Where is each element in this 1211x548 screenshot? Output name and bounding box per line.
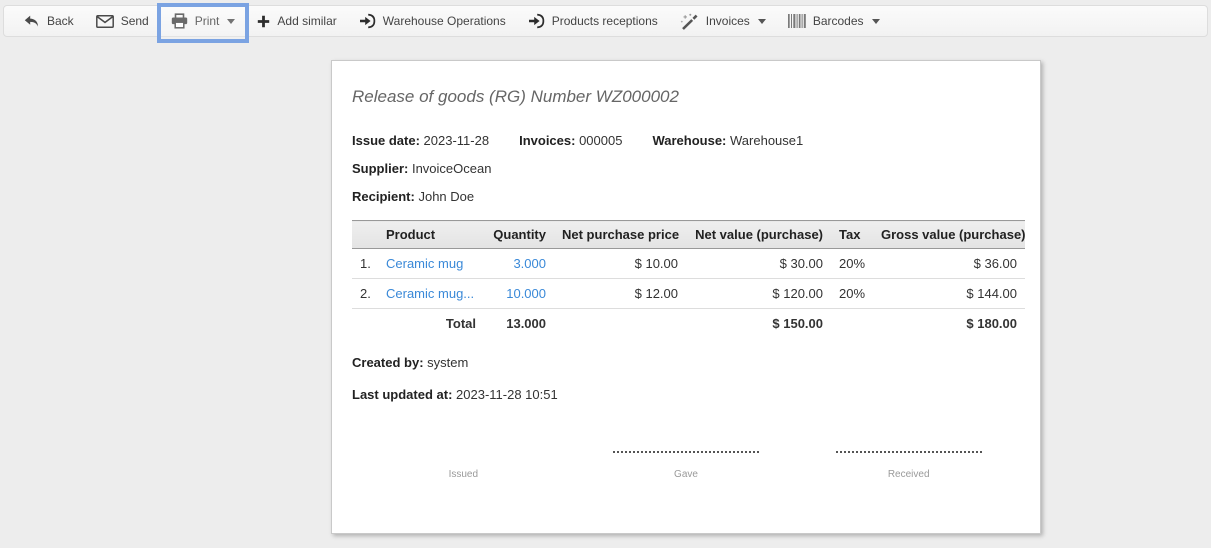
barcodes-dropdown-button[interactable]: Barcodes — [777, 6, 891, 36]
signatures-section: Issued Gave Received — [352, 451, 1020, 480]
sign-in-arrow-icon — [359, 13, 376, 29]
products-receptions-label: Products receptions — [551, 14, 658, 28]
sign-in-arrow-icon — [528, 13, 545, 29]
table-row: 1. Ceramic mug 3.000 $ 10.00 $ 30.00 20%… — [352, 248, 1025, 279]
tax-cell: 20% — [831, 248, 873, 279]
send-label: Send — [120, 14, 149, 28]
quantity-link[interactable]: 3.000 — [513, 256, 546, 271]
issue-date: Issue date: 2023-11-28 — [352, 133, 490, 148]
column-header-net-price: Net purchase price — [554, 220, 686, 249]
chevron-down-icon — [757, 18, 766, 24]
total-label: Total — [378, 308, 484, 338]
printer-icon — [171, 13, 188, 29]
chevron-down-icon — [227, 18, 236, 24]
supplier: Supplier: InvoiceOcean — [352, 161, 492, 176]
envelope-icon — [95, 14, 114, 28]
column-header-gross-value: Gross value (purchase) — [873, 220, 1025, 249]
plus-icon — [257, 15, 270, 28]
invoices-label: Invoices — [705, 14, 750, 28]
meta-line-2: Supplier: InvoiceOcean — [352, 161, 1020, 176]
column-header-tax: Tax — [831, 220, 873, 249]
barcodes-label: Barcodes — [812, 14, 864, 28]
table-row: 2. Ceramic mug... 10.000 $ 12.00 $ 120.0… — [352, 278, 1025, 309]
reply-arrow-icon — [23, 14, 40, 29]
column-header-index — [352, 220, 378, 249]
document-title: Release of goods (RG) Number WZ000002 — [352, 87, 679, 106]
total-quantity: 13.000 — [484, 308, 554, 338]
back-button[interactable]: Back — [12, 6, 85, 36]
items-table: Product Quantity Net purchase price Net … — [352, 220, 1025, 338]
quantity-link[interactable]: 10.000 — [506, 286, 546, 301]
net-price-cell: $ 12.00 — [554, 278, 686, 309]
meta-line-1: Issue date: 2023-11-28 Invoices: 000005 … — [352, 133, 1020, 148]
row-index: 2. — [352, 278, 378, 309]
add-similar-label: Add similar — [277, 14, 337, 28]
column-header-net-value: Net value (purchase) — [686, 220, 831, 249]
last-updated: Last updated at: 2023-11-28 10:51 — [352, 387, 558, 402]
document-card: Release of goods (RG) Number WZ000002 Is… — [331, 60, 1041, 534]
signature-line — [835, 451, 982, 453]
add-similar-button[interactable]: Add similar — [246, 6, 347, 36]
net-price-cell: $ 10.00 — [554, 248, 686, 279]
signature-line — [613, 451, 759, 453]
meta-line-3: Recipient: John Doe — [352, 189, 1020, 204]
warehouse-operations-label: Warehouse Operations — [382, 14, 506, 28]
tax-cell: 20% — [831, 278, 873, 309]
gross-value-cell: $ 36.00 — [873, 248, 1025, 279]
invoices-ref: Invoices: 000005 — [519, 133, 623, 148]
row-index: 1. — [352, 248, 378, 279]
net-value-cell: $ 120.00 — [686, 278, 831, 309]
net-value-cell: $ 30.00 — [686, 248, 831, 279]
warehouse-operations-button[interactable]: Warehouse Operations — [348, 6, 517, 36]
signature-received: Received — [797, 451, 1020, 480]
column-header-quantity: Quantity — [484, 220, 554, 249]
toolbar: Back Send Print Add similar Warehouse Op… — [3, 3, 1208, 43]
magic-wand-icon — [680, 13, 699, 30]
total-gross-value: $ 180.00 — [873, 308, 1025, 338]
gross-value-cell: $ 144.00 — [873, 278, 1025, 309]
warehouse-ref: Warehouse: Warehouse1 — [652, 133, 804, 148]
send-button[interactable]: Send — [85, 6, 160, 36]
products-receptions-button[interactable]: Products receptions — [517, 6, 669, 36]
print-button[interactable]: Print — [156, 3, 250, 43]
column-header-product: Product — [378, 220, 484, 249]
barcode-icon — [787, 14, 806, 28]
table-header-row: Product Quantity Net purchase price Net … — [352, 220, 1025, 249]
chevron-down-icon — [871, 18, 880, 24]
table-total-row: Total 13.000 $ 150.00 $ 180.00 — [352, 308, 1025, 338]
invoices-dropdown-button[interactable]: Invoices — [669, 6, 777, 36]
product-link[interactable]: Ceramic mug... — [386, 286, 475, 301]
signature-gave: Gave — [575, 451, 798, 480]
print-label: Print — [194, 14, 220, 28]
product-link[interactable]: Ceramic mug — [386, 256, 464, 271]
signature-issued: Issued — [448, 469, 479, 480]
total-net-value: $ 150.00 — [686, 308, 831, 338]
back-label: Back — [47, 14, 74, 28]
recipient: Recipient: John Doe — [352, 189, 475, 204]
created-by: Created by: system — [352, 355, 469, 370]
